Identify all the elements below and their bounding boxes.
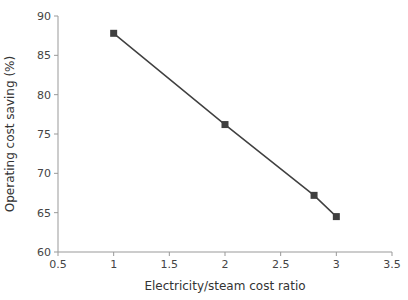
line bbox=[114, 33, 337, 216]
x-tick bbox=[58, 252, 59, 256]
y-tick-label: 90 bbox=[37, 10, 51, 23]
x-tick-label: 3 bbox=[333, 258, 340, 271]
y-tick-label: 75 bbox=[37, 128, 51, 141]
x-tick-label: 2.5 bbox=[272, 258, 290, 271]
y-axis-label: Operating cost saving (%) bbox=[3, 56, 17, 212]
y-tick bbox=[54, 252, 58, 253]
x-tick-label: 1 bbox=[110, 258, 117, 271]
y-tick bbox=[54, 173, 58, 174]
y-tick-label: 60 bbox=[37, 246, 51, 259]
marker bbox=[333, 213, 340, 220]
x-tick bbox=[225, 252, 226, 256]
marker bbox=[110, 30, 117, 37]
marker bbox=[311, 192, 318, 199]
marker bbox=[222, 121, 229, 128]
plot-area bbox=[110, 30, 340, 220]
x-tick-label: 1.5 bbox=[161, 258, 179, 271]
x-tick-label: 0.5 bbox=[49, 258, 67, 271]
y-tick-label: 70 bbox=[37, 167, 51, 180]
chart: 0.5 1 1.5 2 2.5 3 3.5 60 65 70 75 80 85 90 Electricity… bbox=[0, 0, 408, 300]
y-tick-label: 80 bbox=[37, 89, 51, 102]
y-tick bbox=[54, 212, 58, 213]
y-tick-label: 65 bbox=[37, 207, 51, 220]
y-tick bbox=[54, 16, 58, 17]
x-tick bbox=[392, 252, 393, 256]
x-tick-label: 3.5 bbox=[383, 258, 401, 271]
x-axis-label: Electricity/steam cost ratio bbox=[144, 279, 305, 293]
x-tick-label: 2 bbox=[222, 258, 229, 271]
x-tick bbox=[280, 252, 281, 256]
x-tick bbox=[169, 252, 170, 256]
y-tick-label: 85 bbox=[37, 49, 51, 62]
x-tick bbox=[113, 252, 114, 256]
y-tick bbox=[54, 134, 58, 135]
x-tick bbox=[336, 252, 337, 256]
y-tick bbox=[54, 94, 58, 95]
y-tick bbox=[54, 55, 58, 56]
